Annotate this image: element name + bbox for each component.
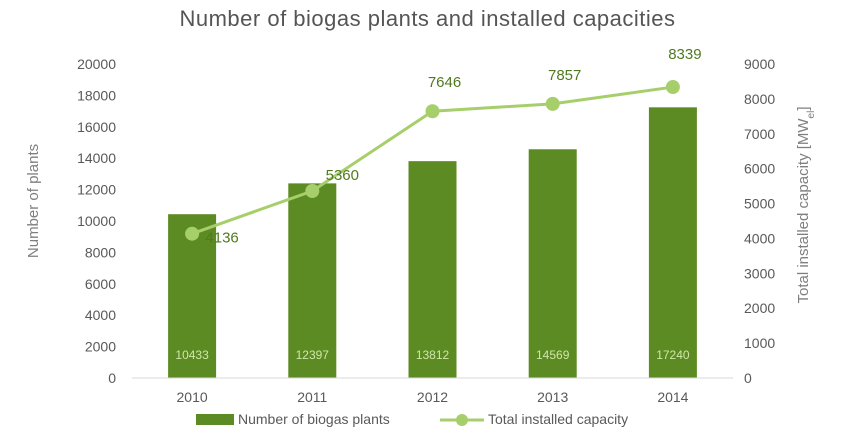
- y2-tick-label: 6000: [744, 161, 775, 177]
- y-tick-label: 12000: [77, 182, 116, 198]
- line-data-label: 4136: [205, 230, 238, 247]
- right-axis-ticks: 0 1000 2000 3000 4000 5000 6000 7000 8000 9000: [744, 56, 775, 386]
- line-point: [185, 226, 200, 241]
- x-tick-label: 2011: [297, 389, 327, 405]
- legend-label-line: Total installed capacity: [488, 411, 628, 427]
- y-tick-label: 6000: [85, 276, 116, 292]
- y-tick-label: 20000: [77, 56, 116, 72]
- line-data-label: 5360: [326, 167, 359, 184]
- line-point: [425, 104, 440, 119]
- y-tick-label: 0: [108, 370, 116, 386]
- bar: [168, 214, 217, 378]
- x-tick-label: 2014: [657, 389, 688, 405]
- y2-tick-label: 7000: [744, 126, 775, 142]
- y-tick-label: 4000: [85, 307, 116, 323]
- bar-data-label: 12397: [296, 348, 330, 362]
- y-tick-label: 18000: [77, 87, 116, 103]
- y2-tick-label: 1000: [744, 335, 775, 351]
- bar-data-label: 14569: [536, 348, 570, 362]
- bar: [648, 107, 697, 378]
- legend-swatch-bars: [196, 414, 234, 425]
- bar-data-label: 17240: [656, 348, 690, 362]
- y-tick-label: 16000: [77, 119, 116, 135]
- y2-tick-label: 5000: [744, 196, 775, 212]
- y-tick-label: 10000: [77, 213, 116, 229]
- line-data-label: 8339: [668, 46, 701, 63]
- x-tick-label: 2010: [177, 389, 208, 405]
- y-tick-label: 8000: [85, 244, 116, 260]
- line-point: [305, 183, 320, 198]
- y2-tick-label: 4000: [744, 230, 775, 246]
- line-layer: 4136 5360 7646 7857 8339: [185, 46, 702, 247]
- legend-label-bars: Number of biogas plants: [238, 411, 390, 427]
- y2-tick-label: 0: [744, 370, 752, 386]
- line-point: [545, 96, 560, 111]
- bar-data-label: 10433: [175, 348, 209, 362]
- legend: Number of biogas plants Total installed …: [196, 411, 628, 427]
- x-axis-ticks: 2010 2011 2012 2013 2014: [177, 389, 689, 405]
- chart-title: Number of biogas plants and installed ca…: [179, 6, 676, 31]
- y2-axis-label: Total installed capacity [MWel]: [795, 106, 817, 303]
- x-tick-label: 2012: [417, 389, 448, 405]
- bars-layer: 10433 12397 13812 14569 17240: [168, 107, 697, 378]
- y2-tick-label: 8000: [744, 91, 775, 107]
- line-point: [665, 80, 680, 95]
- bar: [288, 183, 337, 378]
- bar-data-label: 13812: [416, 348, 450, 362]
- legend-swatch-marker: [456, 414, 468, 426]
- bar: [408, 161, 457, 378]
- y2-tick-label: 3000: [744, 265, 775, 281]
- bar: [528, 149, 577, 378]
- y-axis-label: Number of plants: [25, 144, 42, 258]
- line-data-label: 7857: [548, 67, 581, 84]
- x-tick-label: 2013: [537, 389, 568, 405]
- y-tick-label: 14000: [77, 150, 116, 166]
- y-tick-label: 2000: [85, 339, 116, 355]
- left-axis-ticks: 0 2000 4000 6000 8000 10000 12000 14000 16000 180…: [77, 56, 116, 386]
- y2-tick-label: 2000: [744, 300, 775, 316]
- y2-tick-label: 9000: [744, 56, 775, 72]
- line-data-label: 7646: [428, 74, 461, 91]
